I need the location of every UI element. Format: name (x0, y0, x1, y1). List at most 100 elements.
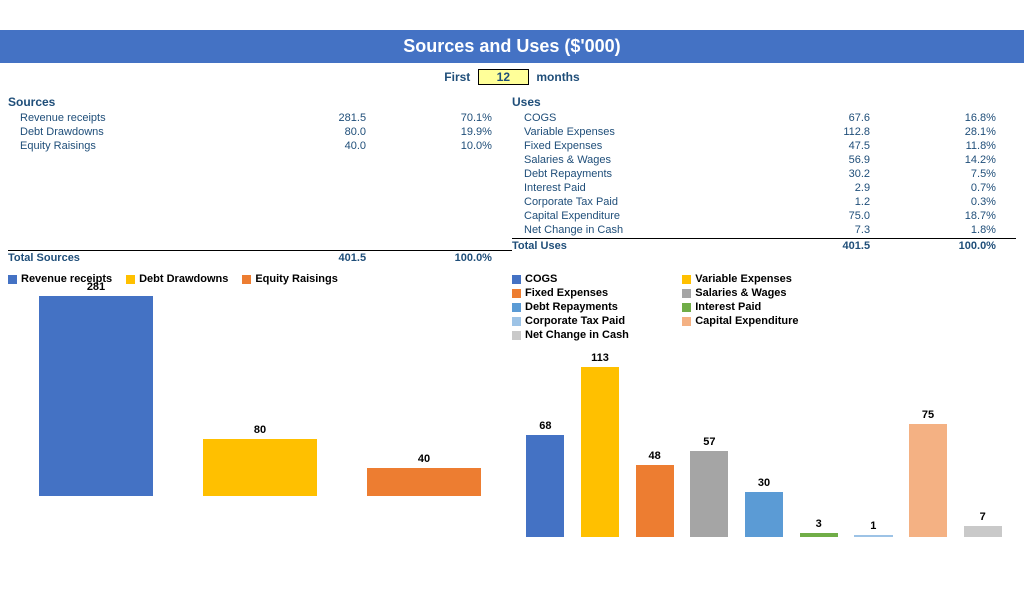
uses-bars: 68 113 48 57 30 3 1 75 7 (512, 347, 1016, 537)
bar-wrap: 113 (573, 352, 628, 537)
legend-label: Interest Paid (695, 301, 761, 313)
legend-item: Interest Paid (682, 301, 838, 313)
legend-item: Corporate Tax Paid (512, 315, 668, 327)
legend-swatch (512, 303, 521, 312)
legend-swatch (682, 275, 691, 284)
bar-wrap: 57 (682, 436, 737, 537)
sources-total-row: Total Sources 401.5 100.0% (8, 251, 512, 265)
legend-swatch (242, 275, 251, 284)
row-label: Equity Raisings (8, 140, 285, 152)
period-suffix: months (536, 70, 579, 84)
uses-row: Capital Expenditure75.018.7% (512, 209, 1016, 223)
uses-row: Corporate Tax Paid1.20.3% (512, 195, 1016, 209)
bar-wrap: 1 (846, 520, 901, 537)
bar (800, 533, 838, 538)
sources-row: Equity Raisings40.010.0% (8, 139, 512, 153)
legend-item: Debt Repayments (512, 301, 668, 313)
bar-wrap: 30 (737, 477, 792, 537)
legend-item: Salaries & Wages (682, 287, 838, 299)
legend-item: Fixed Expenses (512, 287, 668, 299)
row-label: Capital Expenditure (512, 210, 789, 222)
sources-bars: 2818040 (8, 291, 512, 496)
legend-item: Capital Expenditure (682, 315, 838, 327)
period-row: First 12 months (0, 67, 1024, 93)
legend-item: Net Change in Cash (512, 329, 668, 341)
page-title: Sources and Uses ($'000) (0, 30, 1024, 63)
uses-legend: COGSVariable ExpensesFixed ExpensesSalar… (512, 273, 1016, 347)
bar-wrap: 3 (791, 518, 846, 538)
row-pct: 1.8% (900, 224, 1016, 236)
bar-wrap: 40 (342, 453, 506, 496)
uses-row: Net Change in Cash7.31.8% (512, 223, 1016, 237)
uses-total-label: Total Uses (512, 240, 789, 252)
row-pct: 14.2% (900, 154, 1016, 166)
row-pct: 18.7% (900, 210, 1016, 222)
bar (526, 435, 564, 537)
bar-wrap: 7 (955, 511, 1010, 537)
row-pct: 70.1% (396, 112, 512, 124)
charts-container: Revenue receiptsDebt DrawdownsEquity Rai… (0, 265, 1024, 537)
uses-row: Interest Paid2.90.7% (512, 181, 1016, 195)
bar-value-label: 3 (816, 518, 822, 530)
uses-table: Uses COGS67.616.8%Variable Expenses112.8… (512, 93, 1016, 265)
row-value: 67.6 (789, 112, 900, 124)
sources-chart: Revenue receiptsDebt DrawdownsEquity Rai… (8, 273, 512, 537)
bar-value-label: 1 (870, 520, 876, 532)
row-value: 40.0 (285, 140, 396, 152)
bar (690, 451, 728, 537)
bar (203, 439, 318, 496)
row-label: Interest Paid (512, 182, 789, 194)
bar-wrap: 75 (901, 409, 956, 537)
uses-total-value: 401.5 (789, 240, 900, 252)
row-value: 1.2 (789, 196, 900, 208)
row-value: 47.5 (789, 140, 900, 152)
legend-swatch (512, 275, 521, 284)
row-label: Debt Repayments (512, 168, 789, 180)
bar-value-label: 40 (418, 453, 430, 465)
bar-value-label: 68 (539, 420, 551, 432)
tables-container: Sources Revenue receipts281.570.1%Debt D… (0, 93, 1024, 265)
uses-chart: COGSVariable ExpensesFixed ExpensesSalar… (512, 273, 1016, 537)
row-label: Salaries & Wages (512, 154, 789, 166)
uses-row: Variable Expenses112.828.1% (512, 125, 1016, 139)
sources-total-label: Total Sources (8, 252, 285, 264)
row-value: 30.2 (789, 168, 900, 180)
row-label: Debt Drawdowns (8, 126, 285, 138)
legend-swatch (512, 317, 521, 326)
bar-value-label: 7 (980, 511, 986, 523)
row-value: 80.0 (285, 126, 396, 138)
row-value: 281.5 (285, 112, 396, 124)
legend-label: Corporate Tax Paid (525, 315, 625, 327)
legend-swatch (512, 331, 521, 340)
bar-wrap: 68 (518, 420, 573, 537)
bar-value-label: 48 (649, 450, 661, 462)
row-pct: 0.3% (900, 196, 1016, 208)
uses-total-pct: 100.0% (900, 240, 1016, 252)
row-value: 2.9 (789, 182, 900, 194)
sources-row: Revenue receipts281.570.1% (8, 111, 512, 125)
row-pct: 11.8% (900, 140, 1016, 152)
row-label: Corporate Tax Paid (512, 196, 789, 208)
bar (636, 465, 674, 537)
legend-label: Net Change in Cash (525, 329, 629, 341)
uses-row: Debt Repayments30.27.5% (512, 167, 1016, 181)
sources-heading: Sources (8, 93, 512, 111)
sources-row: Debt Drawdowns80.019.9% (8, 125, 512, 139)
uses-row: Salaries & Wages56.914.2% (512, 153, 1016, 167)
bar-value-label: 57 (703, 436, 715, 448)
legend-item: Variable Expenses (682, 273, 838, 285)
sources-table: Sources Revenue receipts281.570.1%Debt D… (8, 93, 512, 265)
bar (909, 424, 947, 537)
period-input[interactable]: 12 (478, 69, 529, 85)
bar (745, 492, 783, 537)
row-pct: 16.8% (900, 112, 1016, 124)
legend-label: Debt Repayments (525, 301, 618, 313)
bar-wrap: 281 (14, 281, 178, 496)
bar (39, 296, 154, 496)
legend-label: Capital Expenditure (695, 315, 798, 327)
bar-value-label: 281 (87, 281, 105, 293)
bar-value-label: 30 (758, 477, 770, 489)
uses-row: COGS67.616.8% (512, 111, 1016, 125)
bar-value-label: 113 (591, 352, 609, 364)
bar-wrap: 48 (627, 450, 682, 537)
